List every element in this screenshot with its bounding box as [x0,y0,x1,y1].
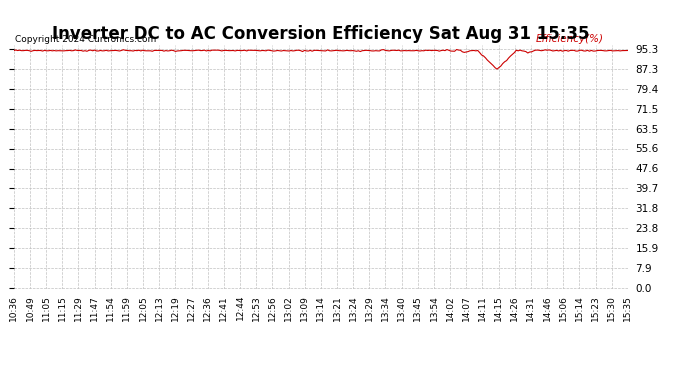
Text: Efficiency(%): Efficiency(%) [535,34,603,44]
Title: Inverter DC to AC Conversion Efficiency Sat Aug 31 15:35: Inverter DC to AC Conversion Efficiency … [52,26,589,44]
Text: Copyright 2024 Curtronics.com: Copyright 2024 Curtronics.com [15,35,156,44]
